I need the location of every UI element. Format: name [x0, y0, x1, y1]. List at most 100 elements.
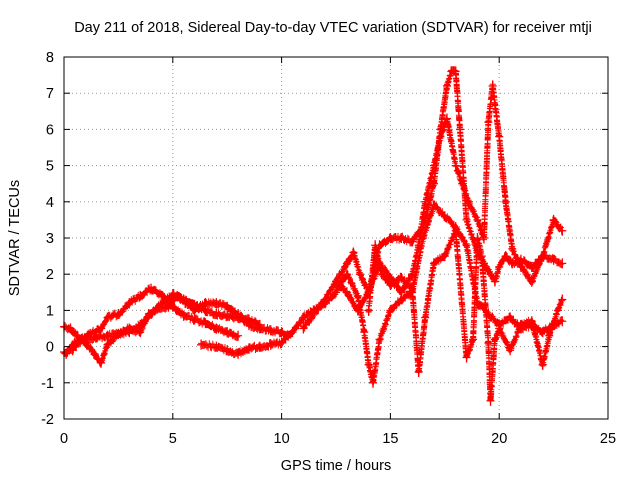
data-point [414, 366, 423, 377]
x-tick-label: 15 [382, 431, 398, 447]
data-point [397, 287, 406, 298]
data-point [201, 305, 210, 316]
data-point [349, 247, 358, 258]
data-point [490, 334, 499, 345]
data-point [553, 305, 562, 316]
data-point [516, 261, 525, 272]
data-point [421, 312, 430, 323]
data-point [451, 160, 460, 171]
series-arc-6 [332, 80, 567, 316]
data-point [92, 332, 101, 343]
data-point [103, 312, 112, 323]
data-point [81, 334, 90, 345]
data-point [190, 299, 199, 310]
data-point [429, 200, 438, 211]
data-point [527, 276, 536, 287]
data-point [484, 337, 493, 348]
data-point [212, 323, 221, 334]
data-point [436, 131, 445, 142]
data-point [462, 240, 471, 251]
data-point [125, 327, 134, 338]
data-point [255, 341, 264, 352]
data-point [266, 325, 275, 336]
data-point [527, 316, 536, 327]
data-point [477, 251, 486, 262]
data-point [538, 251, 547, 262]
data-point [371, 240, 380, 251]
data-point [473, 214, 482, 225]
data-point [364, 359, 373, 370]
data-point [266, 339, 275, 350]
data-point [353, 290, 362, 301]
data-point [223, 301, 232, 312]
y-tick-label: 6 [46, 122, 54, 138]
data-point [168, 301, 177, 312]
series-arc-7 [364, 225, 567, 406]
data-point [386, 280, 395, 291]
data-point [103, 330, 112, 341]
data-point [506, 312, 515, 323]
data-point [462, 214, 471, 225]
data-point [440, 251, 449, 262]
data-point [527, 261, 536, 272]
y-tick-label: 4 [46, 195, 54, 211]
data-marks [60, 66, 567, 406]
y-tick-label: -2 [41, 412, 54, 428]
series-arc-3 [62, 288, 264, 359]
data-point [125, 298, 134, 309]
data-point [212, 309, 221, 320]
x-tick-label: 0 [60, 431, 68, 447]
data-point [353, 305, 362, 316]
data-point [244, 343, 253, 354]
series-arc-5 [299, 66, 567, 334]
data-point [223, 345, 232, 356]
data-point [558, 316, 567, 327]
data-point [212, 341, 221, 352]
series-markers [333, 80, 565, 315]
y-tick-label: 8 [46, 50, 54, 66]
data-point [408, 269, 417, 280]
data-point [157, 298, 166, 309]
data-point [179, 310, 188, 321]
data-point [458, 178, 467, 189]
data-point [368, 377, 377, 388]
data-point [397, 233, 406, 243]
data-point [223, 327, 232, 338]
data-point [538, 327, 547, 338]
data-point [255, 319, 264, 330]
data-point [66, 323, 75, 334]
x-axis-ticks: 0 5 10 15 20 25 [60, 57, 616, 447]
y-tick-label: 5 [46, 159, 54, 175]
data-point [277, 337, 286, 348]
y-tick-label: 1 [46, 303, 54, 319]
data-point [442, 113, 451, 124]
data-point [342, 287, 351, 298]
data-point [486, 269, 495, 280]
data-point [549, 254, 558, 265]
data-point [377, 269, 386, 280]
y-axis-ticks: -2 -1 0 1 2 3 4 5 6 7 8 [41, 50, 608, 428]
data-point [464, 196, 473, 207]
data-point [147, 309, 156, 320]
data-point [190, 314, 199, 325]
grid-lines [64, 57, 608, 419]
data-point [321, 294, 330, 305]
y-tick-label: -1 [41, 376, 54, 392]
data-point [408, 283, 417, 294]
x-tick-label: 25 [600, 431, 616, 447]
data-point [421, 196, 430, 207]
data-point [364, 305, 373, 316]
data-point [244, 314, 253, 325]
data-point [501, 196, 510, 207]
series-arc-4 [197, 200, 567, 388]
data-point [538, 359, 547, 370]
data-point [495, 131, 504, 142]
data-point [234, 348, 243, 359]
data-point [558, 258, 567, 269]
data-point [299, 323, 308, 334]
data-point [429, 258, 438, 269]
data-point [451, 66, 460, 77]
data-point [201, 318, 210, 329]
data-point [375, 334, 384, 345]
